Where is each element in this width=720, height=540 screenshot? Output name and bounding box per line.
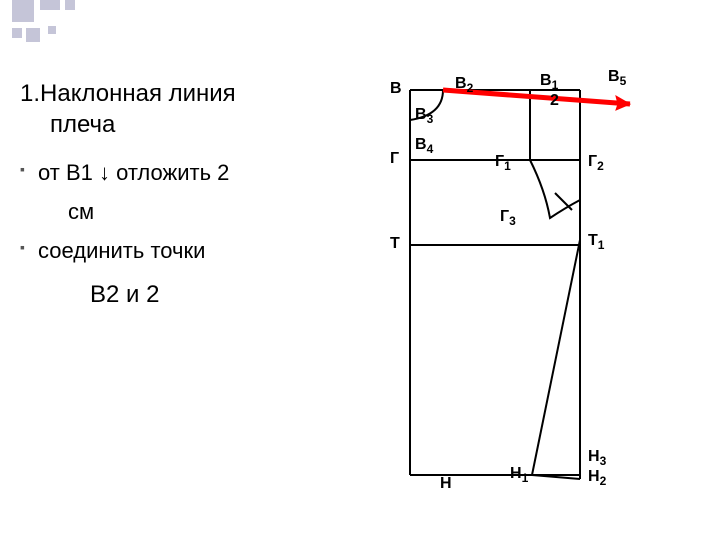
deco-square — [12, 28, 22, 38]
diagram-svg — [370, 60, 710, 530]
label-N3: Н3 — [588, 448, 606, 468]
label-B3: В3 — [415, 106, 433, 126]
deco-square — [48, 26, 56, 34]
label-N1: Н1 — [510, 465, 528, 485]
label-N2: Н2 — [588, 468, 606, 488]
deco-square — [65, 0, 75, 10]
label-T1: Т1 — [588, 232, 604, 252]
label-B4: В4 — [415, 136, 433, 156]
label-G: Г — [390, 150, 399, 168]
label-B1: В1 — [540, 72, 558, 92]
title-line1: 1.Наклонная линия — [20, 78, 360, 109]
label-two: 2 — [550, 92, 559, 110]
deco-square — [12, 0, 34, 22]
label-T: Т — [390, 235, 400, 253]
label-G2: Г2 — [588, 153, 604, 173]
corner-decoration — [0, 0, 180, 50]
label-B: В — [390, 80, 402, 98]
bullet-1: от В1 ↓ отложить 2 — [20, 158, 360, 189]
bullet-1-text: от В1 ↓ отложить 2 — [38, 160, 229, 185]
title: 1.Наклонная линия плеча — [20, 78, 360, 140]
label-G1: Г1 — [495, 153, 511, 173]
deco-square — [26, 28, 40, 42]
bullet-1-cont: см — [20, 197, 360, 228]
bullet-2: соединить точки — [20, 236, 360, 267]
deco-square — [40, 0, 60, 10]
title-line2: плеча — [20, 109, 360, 140]
label-N: Н — [440, 475, 452, 493]
pattern-diagram: В В2 В1 В5 2 В3 В4 Г Г1 Г2 Г3 Т Т1 Н Н1 Н3Н2 — [370, 60, 710, 530]
label-G3: Г3 — [500, 208, 516, 228]
label-B2: В2 — [455, 75, 473, 95]
text-content: 1.Наклонная линия плеча от В1 ↓ отложить… — [20, 78, 360, 309]
label-B5: В5 — [608, 68, 626, 88]
final-line: В2 и 2 — [20, 281, 360, 309]
